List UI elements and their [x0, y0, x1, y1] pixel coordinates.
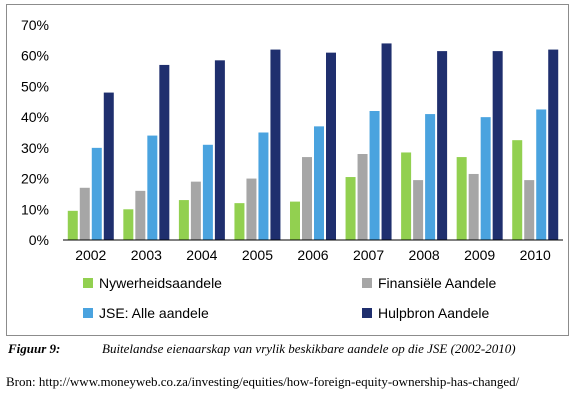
bar	[381, 43, 392, 240]
source-note: Bron: http://www.moneyweb.co.za/investin…	[6, 374, 520, 389]
y-tick-label: 40%	[21, 109, 49, 125]
bar	[512, 140, 523, 240]
bar	[103, 92, 114, 240]
x-tick-label: 2002	[75, 247, 106, 263]
y-tick-label: 10%	[21, 201, 49, 217]
x-tick-label: 2009	[464, 247, 495, 263]
y-tick-label: 60%	[21, 48, 49, 64]
bar	[369, 111, 380, 240]
bar	[147, 135, 158, 240]
bar	[456, 157, 467, 240]
bar	[536, 109, 547, 240]
bar	[190, 181, 201, 240]
legend-label: JSE: Alle aandele	[99, 305, 209, 321]
bar	[357, 154, 368, 240]
bar	[79, 187, 90, 240]
legend-swatch	[83, 278, 93, 288]
bar	[214, 60, 225, 241]
y-tick-label: 50%	[21, 78, 49, 94]
legend: Nywerheidsaandele Finansiële Aandele JSE: …	[83, 275, 497, 321]
figure-caption-text: Buitelandse eienaarskap van vrylik beski…	[102, 341, 516, 356]
bar	[413, 180, 424, 240]
bar	[159, 64, 170, 240]
x-tick-label: 2006	[297, 247, 328, 263]
bar	[135, 190, 146, 240]
bar-chart: 0% 10% 20% 30% 40% 50% 60% 70% 2002 2003 2004 2005…	[21, 17, 563, 321]
bar	[258, 132, 269, 240]
y-tick-label: 20%	[21, 171, 49, 187]
bar	[401, 152, 412, 240]
bar	[290, 201, 300, 240]
bar	[314, 126, 324, 240]
bar	[437, 51, 448, 240]
bar	[246, 178, 257, 240]
y-tick-label: 70%	[21, 17, 49, 33]
bar	[345, 177, 356, 240]
legend-label: Nywerheidsaandele	[99, 275, 222, 291]
bar	[302, 157, 312, 240]
bar	[123, 209, 134, 240]
x-axis: 2002 2003 2004 2005 2006 2007 2008 2009 2010	[75, 247, 551, 263]
bar	[91, 147, 102, 240]
y-axis: 0% 10% 20% 30% 40% 50% 60% 70%	[21, 17, 49, 248]
legend-label: Hulpbron Aandele	[378, 305, 490, 321]
bar	[234, 203, 245, 240]
bar	[178, 200, 189, 240]
bar	[67, 210, 78, 240]
x-tick-label: 2004	[186, 247, 217, 263]
bar	[524, 180, 535, 240]
y-tick-label: 30%	[21, 140, 49, 156]
x-tick-label: 2010	[520, 247, 551, 263]
bar	[202, 144, 213, 240]
chart-frame: 0% 10% 20% 30% 40% 50% 60% 70% 2002 2003 2004 2005…	[6, 4, 569, 336]
legend-swatch	[362, 278, 372, 288]
legend-swatch	[362, 308, 372, 318]
figure-label: Figuur 9:	[8, 341, 61, 356]
bar	[548, 49, 559, 241]
legend-swatch	[83, 308, 93, 318]
bar	[270, 49, 281, 241]
bar	[468, 173, 479, 240]
x-tick-label: 2007	[353, 247, 384, 263]
bar	[480, 117, 491, 240]
bar	[425, 114, 436, 240]
legend-label: Finansiële Aandele	[378, 275, 497, 291]
bar	[326, 52, 336, 241]
x-tick-label: 2003	[131, 247, 162, 263]
bars	[67, 43, 559, 241]
x-tick-label: 2008	[409, 247, 440, 263]
x-tick-label: 2005	[242, 247, 273, 263]
bar	[492, 51, 503, 240]
y-tick-label: 0%	[29, 232, 49, 248]
